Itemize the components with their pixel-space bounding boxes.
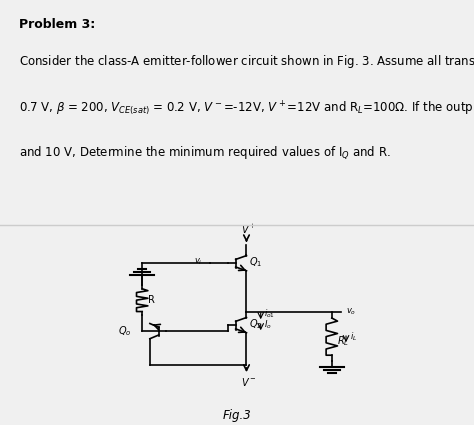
Text: $v_i$: $v_i$ — [194, 257, 202, 267]
Text: 0.7 V, $\beta$ = 200, $V_{CE(sat)}$ = 0.2 V, $V^-$=-12V, $V^+$=12V and R$_L$=100: 0.7 V, $\beta$ = 200, $V_{CE(sat)}$ = 0.… — [19, 99, 474, 118]
Text: and 10 V, Determine the minimum required values of I$_Q$ and R.: and 10 V, Determine the minimum required… — [19, 144, 391, 161]
Text: $Q_2$: $Q_2$ — [249, 317, 262, 331]
Text: Consider the class-A emitter-follower circuit shown in Fig. 3. Assume all transi: Consider the class-A emitter-follower ci… — [19, 54, 474, 71]
Text: $v_o$: $v_o$ — [346, 307, 356, 317]
Text: R: R — [148, 295, 155, 305]
Text: Fig.3: Fig.3 — [223, 408, 251, 422]
Text: $R_L$: $R_L$ — [337, 334, 350, 348]
Text: $Q_1$: $Q_1$ — [249, 255, 262, 269]
Text: $i_{o1}$: $i_{o1}$ — [264, 307, 275, 320]
Text: $i_L$: $i_L$ — [350, 330, 357, 343]
Text: $I_o$: $I_o$ — [264, 318, 272, 331]
Text: $V^-$: $V^-$ — [241, 376, 257, 388]
Text: $Q_o$: $Q_o$ — [118, 324, 131, 338]
Text: Problem 3:: Problem 3: — [19, 18, 95, 31]
Text: $V^+$: $V^+$ — [241, 223, 256, 236]
